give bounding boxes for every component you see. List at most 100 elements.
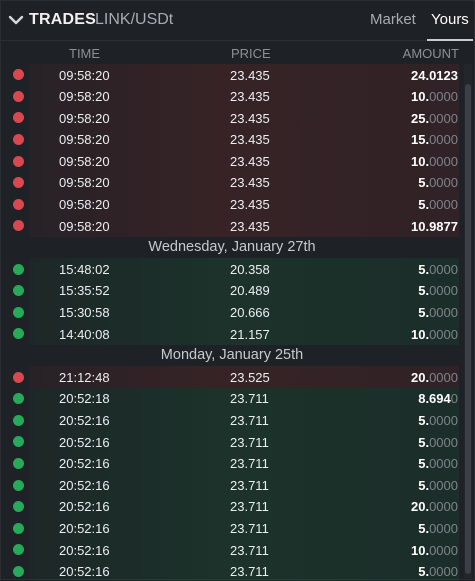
trade-amount-trailing-zeros: 0000: [429, 413, 458, 428]
column-header-time: TIME: [69, 46, 101, 61]
trade-time: 15:48:02: [59, 261, 110, 277]
scrollbar-thumb[interactable]: [465, 84, 471, 574]
trade-row-background: [29, 387, 459, 410]
sell-indicator-icon: [13, 134, 24, 146]
trade-price: 23.711: [230, 499, 269, 515]
tab-market[interactable]: Market: [370, 11, 416, 28]
trade-row-background: [29, 323, 459, 345]
trade-price: 23.711: [230, 391, 269, 407]
trade-row[interactable]: 09:58:20 23.435 10.9877: [1, 215, 463, 237]
trade-time: 09:58:20: [59, 89, 110, 105]
trade-list[interactable]: 09:58:20 23.435 24.0123 09:58:20 23.435 10.00…: [1, 64, 463, 581]
panel-title: TRADES: [29, 11, 96, 28]
tab-yours[interactable]: Yours: [431, 11, 469, 28]
trade-time: 15:30:58: [59, 305, 110, 321]
trade-time: 20:52:16: [59, 413, 110, 428]
trade-amount-significant: 15.: [411, 132, 430, 148]
trade-amount-significant: 20.: [411, 369, 430, 385]
trade-amount: 5.0000: [418, 197, 458, 212]
trade-price: 23.711: [230, 542, 269, 558]
trade-time: 20:52:16: [59, 564, 110, 580]
trade-time: 09:58:20: [59, 153, 110, 169]
trade-amount: 5.0000: [418, 413, 458, 428]
trade-row[interactable]: 09:58:20 23.435 5.0000: [1, 193, 463, 216]
trade-row[interactable]: 20:52:16 23.711 5.0000: [1, 409, 463, 432]
trade-row[interactable]: 15:35:52 20.489 5.0000: [1, 279, 463, 302]
trade-row[interactable]: 09:58:20 23.435 10.0000: [1, 150, 463, 172]
trade-row-background: [29, 193, 459, 216]
trade-row[interactable]: 20:52:16 23.711 5.0000: [1, 474, 463, 496]
trade-row-background: [29, 150, 459, 172]
scrollbar[interactable]: [464, 64, 472, 578]
trade-price: 23.711: [230, 477, 269, 493]
trade-amount-trailing-zeros: 0000: [429, 326, 458, 342]
trade-time: 20:52:16: [59, 542, 110, 558]
trade-row[interactable]: 20:52:16 23.711 10.0000: [1, 539, 463, 561]
trade-amount: 5.0000: [418, 283, 458, 298]
trade-amount-significant: 25.: [411, 110, 430, 126]
trade-time: 09:58:20: [59, 218, 110, 234]
sell-indicator-icon: [13, 112, 24, 124]
trade-row[interactable]: 20:52:16 23.711 5.0000: [1, 431, 463, 453]
trade-row[interactable]: 09:58:20 23.435 24.0123: [1, 64, 463, 86]
trade-amount-significant: 5.: [418, 197, 430, 213]
trade-row[interactable]: 20:52:18 23.711 8.6940: [1, 387, 463, 410]
trade-amount-trailing-zeros: 0000: [429, 542, 458, 558]
active-tab-indicator: [427, 39, 473, 41]
trade-row-background: [29, 215, 459, 237]
trade-row[interactable]: 20:52:16 23.711 5.0000: [1, 560, 463, 581]
buy-indicator-icon: [13, 501, 24, 513]
trade-amount: 5.0000: [418, 564, 458, 579]
trade-amount-significant: 20.: [411, 499, 430, 515]
trade-row[interactable]: 09:58:20 23.435 15.0000: [1, 128, 463, 151]
trade-price: 23.711: [230, 434, 269, 450]
trade-time: 09:58:20: [59, 110, 110, 126]
trade-row[interactable]: 20:52:16 23.711 5.0000: [1, 452, 463, 475]
trade-price: 23.711: [230, 413, 269, 428]
trade-row[interactable]: 15:48:02 20.358 5.0000: [1, 258, 463, 280]
trade-price: 23.435: [230, 67, 270, 83]
trade-amount: 5.0000: [418, 262, 458, 277]
trade-time: 09:58:20: [59, 197, 110, 213]
trade-amount: 25.0000: [411, 111, 458, 126]
trade-price: 23.711: [230, 456, 269, 472]
trade-row[interactable]: 14:40:08 21.157 10.0000: [1, 323, 463, 345]
trade-row[interactable]: 20:52:16 23.711 20.0000: [1, 495, 463, 518]
trade-price: 23.435: [230, 197, 270, 213]
sell-indicator-icon: [13, 198, 24, 210]
trade-row[interactable]: 15:30:58 20.666 5.0000: [1, 301, 463, 324]
trade-amount: 10.0000: [411, 327, 458, 342]
chevron-down-icon[interactable]: [7, 11, 25, 29]
trade-row[interactable]: 09:58:20 23.435 25.0000: [1, 107, 463, 129]
trade-amount-trailing-zeros: 0000: [429, 520, 458, 536]
trade-amount-trailing-zeros: 0000: [429, 132, 458, 148]
sell-indicator-icon: [13, 177, 24, 189]
trade-amount-significant: 5.: [418, 477, 430, 493]
trade-price: 23.525: [230, 369, 270, 385]
trade-amount: 5.0000: [418, 521, 458, 536]
sell-indicator-icon: [13, 371, 24, 383]
trade-row-background: [29, 539, 459, 561]
trade-row[interactable]: 21:12:48 23.525 20.0000: [1, 366, 463, 388]
buy-indicator-icon: [13, 414, 24, 426]
trade-row[interactable]: 09:58:20 23.435 10.0000: [1, 85, 463, 108]
trade-amount-trailing-zeros: 0000: [429, 305, 458, 321]
trade-price: 23.435: [230, 132, 270, 148]
trade-amount: 5.0000: [418, 305, 458, 320]
trade-row[interactable]: 09:58:20 23.435 5.0000: [1, 171, 463, 194]
sell-indicator-icon: [13, 220, 24, 232]
trade-time: 20:52:16: [59, 477, 110, 493]
buy-indicator-icon: [13, 328, 24, 340]
trade-amount-significant: 5.: [418, 564, 430, 580]
trade-amount: 5.0000: [418, 435, 458, 450]
column-header-amount: AMOUNT: [402, 46, 459, 61]
trade-row-background: [29, 128, 459, 151]
buy-indicator-icon: [13, 393, 24, 405]
trade-row-background: [29, 495, 459, 518]
trade-amount-significant: 10.9877: [411, 218, 458, 234]
trade-row[interactable]: 20:52:16 23.711 5.0000: [1, 517, 463, 540]
trade-time: 09:58:20: [59, 175, 110, 191]
trade-amount: 15.0000: [411, 132, 458, 147]
trade-amount: 5.0000: [418, 456, 458, 471]
sell-indicator-icon: [13, 90, 24, 102]
